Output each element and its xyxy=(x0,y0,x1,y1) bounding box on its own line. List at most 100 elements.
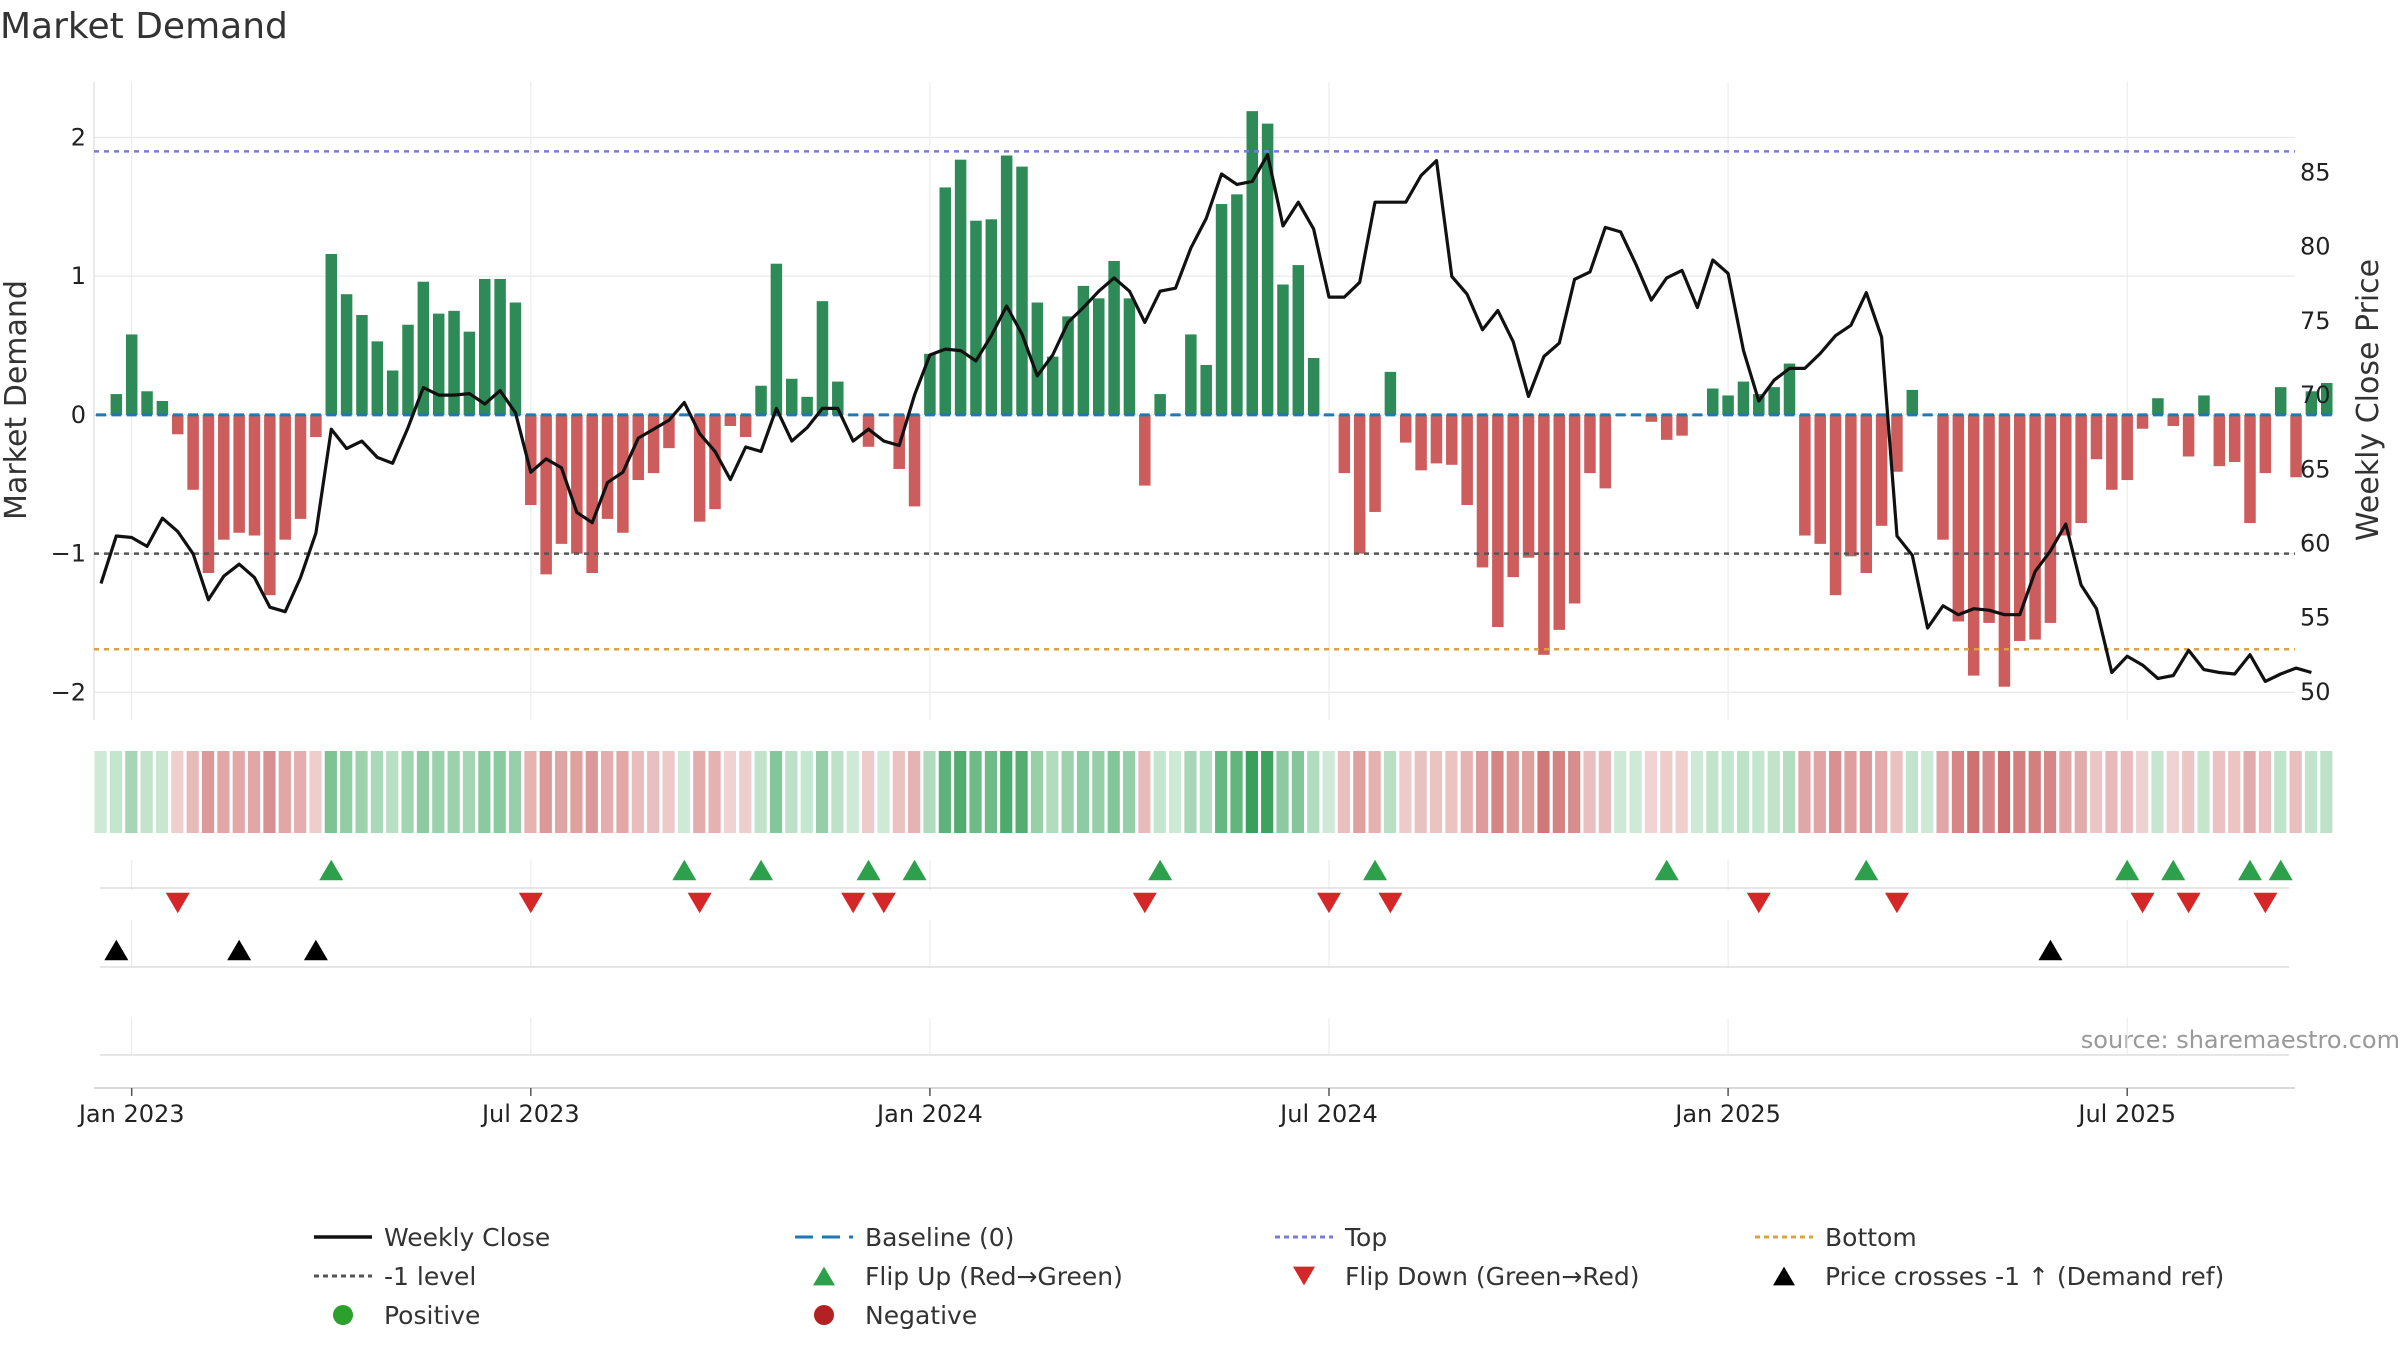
demand-bar xyxy=(371,341,384,415)
flip-up-marker xyxy=(2115,859,2140,881)
heat-cell xyxy=(386,751,399,833)
demand-bar xyxy=(586,414,598,573)
demand-bar xyxy=(647,414,660,474)
demand-bar xyxy=(1983,414,1995,623)
demand-bar xyxy=(1584,414,1596,474)
demand-bar xyxy=(1476,414,1489,568)
flip-up-marker xyxy=(1654,859,1679,881)
heat-cell xyxy=(1522,751,1535,833)
heat-cell xyxy=(1967,751,1980,833)
heat-cell xyxy=(1445,751,1458,833)
demand-bar xyxy=(1446,414,1458,465)
demand-bar xyxy=(402,324,414,415)
demand-bar xyxy=(525,414,537,506)
demand-bar xyxy=(693,414,706,522)
heat-cell xyxy=(1905,751,1918,833)
demand-bar xyxy=(1783,363,1796,415)
legend: Weekly Close Baseline (0) Top Bottom -1 leve… xyxy=(314,1223,2224,1330)
demand-bar xyxy=(125,334,138,415)
demand-bar xyxy=(924,353,936,415)
demand-bar xyxy=(555,414,568,544)
heat-cell xyxy=(1706,751,1719,833)
legend-swatch-flipup xyxy=(813,1266,835,1286)
heat-cell xyxy=(877,751,890,833)
legend-swatch-negative xyxy=(814,1305,834,1325)
demand-bar xyxy=(2029,414,2041,640)
demand-bar xyxy=(1891,414,1903,472)
demand-bar xyxy=(1814,414,1826,544)
flip-down-marker xyxy=(871,892,896,914)
heat-cell xyxy=(1276,751,1289,833)
x-tick-label: Jul 2024 xyxy=(1278,1100,1378,1128)
y-tick-label: −1 xyxy=(51,540,86,568)
demand-bar xyxy=(1154,394,1166,415)
legend-label: Positive xyxy=(384,1301,480,1330)
demand-bar xyxy=(233,414,245,533)
y2-tick-label: 60 xyxy=(2300,529,2331,557)
heat-cell xyxy=(631,751,644,833)
demand-bar xyxy=(310,414,322,438)
demand-bar xyxy=(156,401,169,415)
demand-bar xyxy=(1307,358,1320,415)
demand-bar xyxy=(571,414,583,554)
y-tick-label: 1 xyxy=(71,262,86,290)
demand-bar xyxy=(2274,387,2287,415)
heat-cell xyxy=(171,751,184,833)
demand-bar xyxy=(1000,155,1013,415)
chart-title: Market Demand xyxy=(0,6,288,47)
demand-bar xyxy=(1660,414,1673,440)
heat-cell xyxy=(524,751,537,833)
price-cross-marker xyxy=(227,939,252,961)
heat-cell xyxy=(739,751,752,833)
y2-tick-label: 75 xyxy=(2300,307,2331,335)
demand-bar xyxy=(432,313,445,415)
legend-swatch-positive xyxy=(333,1305,353,1325)
heat-cell xyxy=(1107,751,1120,833)
heat-cell xyxy=(1460,751,1473,833)
demand-bar xyxy=(632,414,644,481)
heat-cell xyxy=(1537,751,1550,833)
weekly-close-line xyxy=(99,153,2312,684)
heat-cell xyxy=(1859,751,1872,833)
demand-bar xyxy=(2044,414,2057,623)
demand-bar xyxy=(1292,265,1305,415)
legend-label: -1 level xyxy=(384,1262,476,1291)
heat-cell xyxy=(1215,751,1228,833)
demand-bar xyxy=(2106,414,2118,490)
demand-bar xyxy=(1707,388,1719,415)
heat-cell xyxy=(1552,751,1565,833)
heat-cell xyxy=(478,751,491,833)
demand-bar xyxy=(1415,414,1427,471)
demand-bar xyxy=(248,414,261,536)
demand-bar xyxy=(1430,414,1443,464)
demand-bar xyxy=(202,414,215,573)
y2-tick-label: 50 xyxy=(2300,678,2331,706)
demand-bar xyxy=(479,278,491,415)
heat-cell xyxy=(539,751,552,833)
demand-bar xyxy=(770,263,783,415)
demand-bar xyxy=(2152,398,2164,415)
heat-cell xyxy=(846,751,859,833)
heat-cell xyxy=(892,751,905,833)
demand-bar xyxy=(1461,414,1473,506)
flip-down-marker xyxy=(687,892,712,914)
demand-bar xyxy=(1645,414,1658,422)
demand-bar xyxy=(1077,285,1090,415)
demand-bar xyxy=(1185,334,1197,415)
y2-tick-label: 70 xyxy=(2300,381,2331,409)
demand-bar xyxy=(2075,414,2087,524)
heat-cell xyxy=(1122,751,1136,833)
demand-bar xyxy=(2090,414,2103,460)
demand-bar xyxy=(1568,414,1581,604)
demand-bar xyxy=(1384,371,1397,415)
flip-up-marker xyxy=(749,859,774,881)
demand-bar xyxy=(294,414,307,519)
heat-cell xyxy=(601,751,614,833)
x-tick-label: Jan 2025 xyxy=(1673,1100,1781,1128)
heat-cell xyxy=(1015,751,1028,833)
demand-bar xyxy=(325,253,337,415)
heat-cell xyxy=(1982,751,1995,833)
demand-bar xyxy=(187,414,199,490)
heat-cell xyxy=(662,751,675,833)
